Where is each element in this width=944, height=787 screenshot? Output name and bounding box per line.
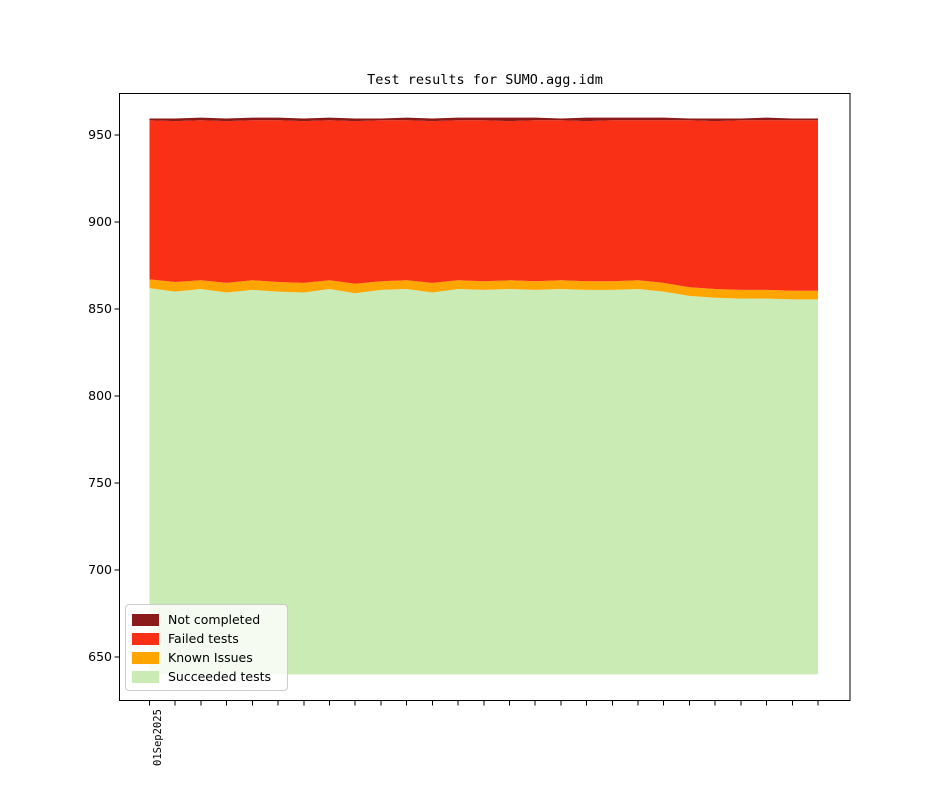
area-succeeded-tests [149, 288, 818, 675]
legend: Not completed Failed tests Known Issues … [125, 604, 288, 691]
legend-label-failed-tests: Failed tests [168, 631, 239, 646]
legend-label-succeeded-tests: Succeeded tests [168, 669, 272, 684]
y-tick-label: 950 [88, 127, 112, 142]
axes-box [119, 93, 851, 701]
legend-item-not-completed: Not completed [132, 610, 279, 629]
area-not-completed [149, 117, 818, 122]
y-tick-label: 750 [88, 475, 112, 490]
legend-item-known-issues: Known Issues [132, 648, 279, 667]
legend-item-succeeded-tests: Succeeded tests [132, 667, 279, 686]
y-tick-label: 800 [88, 388, 112, 403]
y-tick-label: 700 [88, 562, 112, 577]
legend-swatch-known-issues [132, 651, 159, 664]
legend-swatch-succeeded-tests [132, 670, 159, 683]
x-tick-label-date: 01Sep2025 [152, 709, 164, 766]
y-tick-label: 850 [88, 301, 112, 316]
chart-title: Test results for SUMO.agg.idm [367, 72, 603, 88]
area-failed-tests [149, 120, 818, 291]
legend-label-not-completed: Not completed [168, 612, 261, 627]
y-tick-label: 650 [88, 649, 112, 664]
legend-swatch-failed-tests [132, 632, 159, 645]
legend-swatch-not-completed [132, 613, 159, 626]
y-tick-label: 900 [88, 214, 112, 229]
legend-item-failed-tests: Failed tests [132, 629, 279, 648]
area-known-issues [149, 279, 818, 300]
legend-label-known-issues: Known Issues [168, 650, 253, 665]
